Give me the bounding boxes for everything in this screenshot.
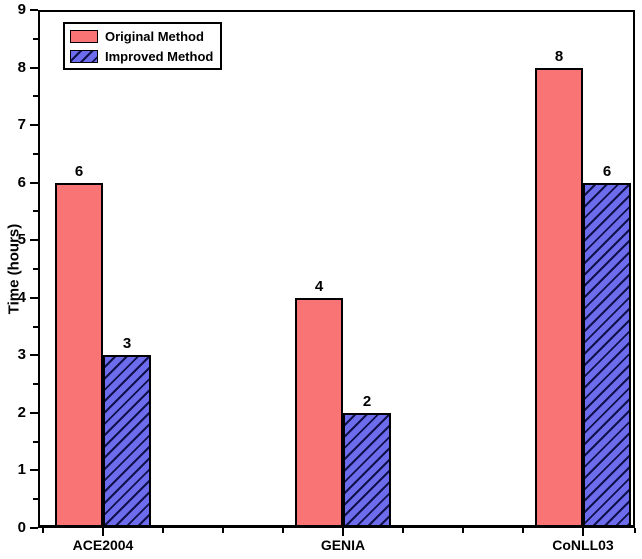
legend-item-improved-method: Improved Method bbox=[70, 47, 213, 65]
y-major-tick bbox=[30, 527, 38, 529]
x-minor-tick bbox=[222, 528, 224, 533]
y-major-tick bbox=[30, 469, 38, 472]
x-category-label: CoNLL03 bbox=[552, 537, 614, 553]
bar-improved-method-ace2004 bbox=[103, 355, 151, 527]
y-major-tick bbox=[30, 181, 38, 184]
y-tick-label: 9 bbox=[17, 1, 26, 18]
bar-value-label: 8 bbox=[554, 47, 564, 65]
y-major-tick bbox=[30, 239, 38, 242]
y-minor-tick bbox=[33, 37, 38, 40]
x-minor-tick bbox=[634, 528, 636, 533]
y-major-tick bbox=[30, 354, 38, 357]
x-major-tick bbox=[342, 528, 344, 536]
y-tick-label: 5 bbox=[17, 231, 26, 249]
y-minor-tick bbox=[33, 383, 38, 386]
y-major-tick bbox=[30, 124, 38, 127]
bar-improved-method-conll03 bbox=[583, 182, 631, 527]
y-minor-tick bbox=[33, 268, 38, 270]
y-tick-label: 2 bbox=[17, 403, 26, 421]
y-major-tick bbox=[30, 9, 38, 11]
bar-original-method-ace2004 bbox=[55, 182, 103, 527]
x-minor-tick bbox=[462, 528, 464, 533]
legend-swatch-improved-method bbox=[70, 49, 98, 63]
x-category-label: GENIA bbox=[320, 537, 366, 553]
y-tick-label: 4 bbox=[17, 288, 26, 306]
x-major-tick bbox=[102, 528, 104, 536]
legend: Original Method Improved Method bbox=[63, 22, 223, 70]
legend-item-original-method: Original Method bbox=[70, 27, 213, 45]
x-major-tick bbox=[582, 528, 584, 536]
bar-original-method-conll03 bbox=[535, 67, 583, 527]
bar-value-label: 2 bbox=[362, 392, 372, 410]
bar-value-label: 4 bbox=[314, 277, 324, 295]
bar-value-label: 6 bbox=[74, 162, 84, 180]
y-major-tick bbox=[30, 411, 38, 414]
y-major-tick bbox=[30, 66, 38, 69]
legend-swatch-original-method bbox=[70, 29, 98, 43]
y-minor-tick bbox=[33, 95, 38, 98]
x-minor-tick bbox=[42, 528, 44, 533]
y-tick-label: 6 bbox=[17, 173, 26, 191]
x-category-label: ACE2004 bbox=[72, 537, 134, 553]
x-minor-tick bbox=[162, 528, 164, 533]
y-major-tick bbox=[30, 296, 38, 299]
x-minor-tick bbox=[282, 528, 284, 533]
x-minor-tick bbox=[402, 528, 404, 533]
y-tick-label: 3 bbox=[17, 346, 26, 364]
y-tick-label: 7 bbox=[17, 116, 26, 134]
y-minor-tick bbox=[33, 152, 38, 155]
bar-improved-method-genia bbox=[343, 412, 391, 527]
bar-original-method-genia bbox=[295, 297, 343, 527]
legend-label-improved-method: Improved Method bbox=[105, 48, 214, 64]
y-tick-label: 1 bbox=[17, 461, 26, 479]
y-tick-label: 8 bbox=[17, 58, 26, 76]
x-minor-tick bbox=[522, 528, 524, 533]
legend-label-original-method: Original Method bbox=[105, 28, 204, 44]
y-tick-label: 0 bbox=[17, 519, 26, 536]
y-minor-tick bbox=[33, 440, 38, 443]
y-minor-tick bbox=[33, 498, 38, 501]
y-minor-tick bbox=[33, 210, 38, 213]
bar-value-label: 3 bbox=[122, 335, 132, 353]
bar-value-label: 6 bbox=[602, 162, 612, 180]
y-minor-tick bbox=[33, 325, 38, 328]
